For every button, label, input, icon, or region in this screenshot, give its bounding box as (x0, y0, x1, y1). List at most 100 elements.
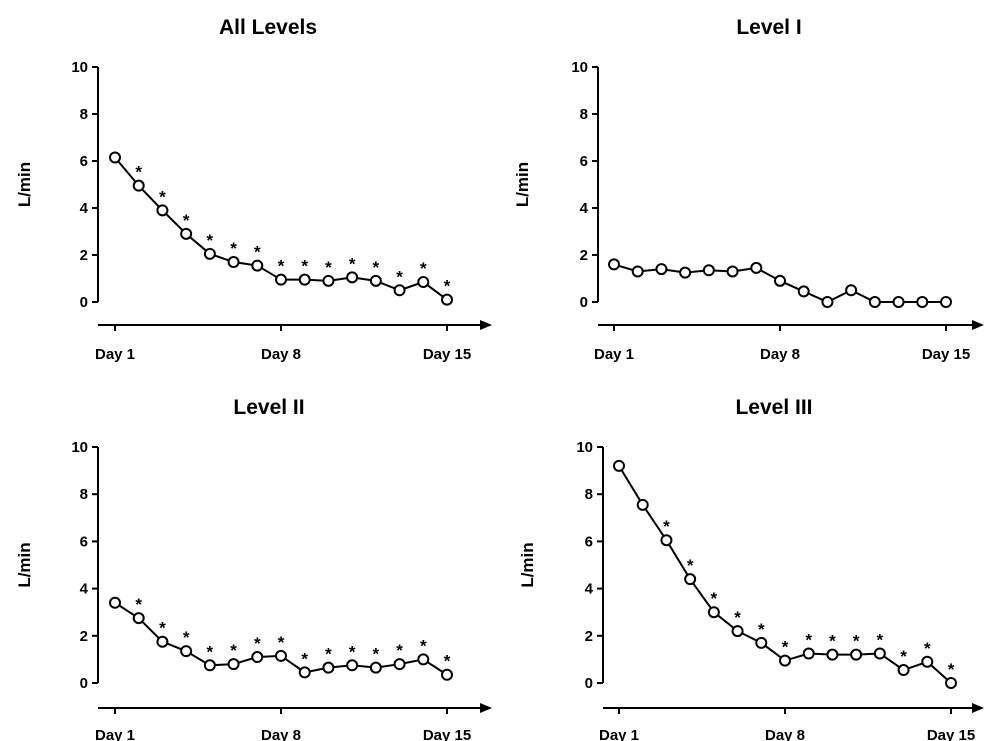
significance-marker: * (183, 628, 190, 647)
data-point (755, 636, 768, 649)
data-point (132, 179, 145, 192)
y-axis-label: L/min (513, 162, 532, 207)
y-tick-label: 2 (580, 247, 588, 264)
chart-title: Level II (233, 396, 304, 419)
y-tick-label: 6 (585, 533, 593, 550)
data-point (227, 658, 240, 671)
y-tick-label: 8 (585, 486, 593, 503)
data-point (850, 648, 863, 661)
significance-marker: * (948, 660, 955, 679)
y-axis-label: L/min (15, 542, 34, 587)
y-tick-label: 8 (80, 106, 88, 123)
significance-marker: * (900, 647, 907, 666)
data-point (156, 635, 169, 648)
data-point (774, 274, 786, 287)
data-point (180, 227, 193, 240)
data-point (417, 276, 430, 289)
x-tick-label: Day 8 (261, 346, 301, 363)
data-point (892, 296, 905, 308)
y-tick-label: 6 (80, 153, 88, 170)
y-tick-label: 8 (580, 106, 588, 123)
y-tick-label: 10 (571, 59, 588, 76)
significance-marker: * (278, 257, 285, 276)
data-point (109, 151, 121, 164)
data-point (346, 271, 359, 284)
significance-marker: * (711, 589, 718, 608)
data-point (921, 655, 934, 668)
chart-title: Level III (735, 396, 812, 419)
data-point (203, 247, 216, 260)
y-tick-label: 4 (80, 200, 89, 217)
y-tick-label: 10 (71, 59, 88, 76)
y-tick-label: 4 (80, 581, 89, 598)
significance-marker: * (758, 620, 765, 639)
data-point (346, 659, 359, 672)
data-point (802, 647, 815, 660)
data-point (636, 498, 649, 511)
y-tick-label: 4 (580, 200, 589, 217)
data-point (731, 625, 744, 638)
data-point (251, 259, 264, 272)
significance-marker: * (254, 634, 261, 653)
y-tick-label: 0 (80, 294, 88, 311)
data-point (275, 649, 287, 662)
chart-panel-3: Level II 0 2 4 6 8 10 L/min Day 1 Day 8 Day 15 * * * *… (15, 396, 492, 741)
data-point (660, 534, 673, 547)
significance-marker: * (207, 231, 214, 250)
y-tick-label: 0 (580, 294, 588, 311)
data-point (702, 264, 715, 277)
data-point (750, 261, 763, 274)
significance-marker: * (734, 608, 741, 627)
significance-marker: * (829, 632, 836, 651)
chart-panel-1: All Levels 0 2 4 6 8 10 L/min Day 1 Day 8 Day 15 * *… (15, 16, 492, 363)
data-point (275, 273, 287, 286)
significance-marker: * (853, 632, 860, 651)
chart-panel-4: Level III 0 2 4 6 8 10 L/min Day 1 Day 8 Day 15 * * *… (518, 396, 984, 741)
significance-marker: * (444, 652, 451, 671)
significance-marker: * (373, 645, 380, 664)
x-axis-arrow (480, 703, 492, 713)
data-point (655, 263, 668, 276)
significance-marker: * (325, 258, 332, 277)
significance-marker: * (782, 638, 789, 657)
x-tick-label: Day 15 (922, 346, 970, 363)
data-point (797, 285, 810, 298)
x-tick-label: Day 8 (760, 346, 800, 363)
significance-marker: * (230, 239, 237, 258)
x-tick-label: Day 15 (423, 727, 471, 741)
data-point (916, 296, 929, 308)
data-point (203, 659, 216, 672)
data-point (298, 666, 311, 679)
chart-title: All Levels (219, 16, 317, 39)
data-point (608, 258, 620, 271)
significance-marker: * (301, 649, 308, 668)
data-point (707, 606, 720, 619)
significance-marker: * (687, 556, 694, 575)
x-axis-arrow (480, 320, 492, 330)
data-point (227, 256, 240, 269)
significance-marker: * (877, 631, 884, 650)
data-point (441, 668, 453, 681)
x-tick-label: Day 1 (95, 727, 135, 741)
x-tick-label: Day 1 (599, 727, 639, 741)
data-point (868, 296, 881, 308)
data-point (109, 596, 121, 609)
y-axis-label: L/min (518, 542, 537, 587)
significance-marker: * (135, 163, 142, 182)
significance-marker: * (396, 267, 403, 286)
data-point (684, 573, 697, 586)
y-axis-label: L/min (15, 162, 34, 207)
significance-marker: * (420, 259, 427, 278)
data-point (726, 265, 739, 278)
data-point (945, 677, 957, 689)
data-point (441, 293, 453, 306)
significance-marker: * (278, 633, 285, 652)
y-tick-label: 6 (80, 533, 88, 550)
data-point (393, 284, 406, 297)
significance-marker: * (183, 211, 190, 230)
y-tick-label: 8 (80, 486, 88, 503)
data-point (132, 612, 145, 625)
significance-marker: * (444, 277, 451, 296)
significance-marker: * (420, 636, 427, 655)
chart-panel-2: Level I 0 2 4 6 8 10 L/min Day 1 Day 8 Day 15 (513, 16, 984, 363)
